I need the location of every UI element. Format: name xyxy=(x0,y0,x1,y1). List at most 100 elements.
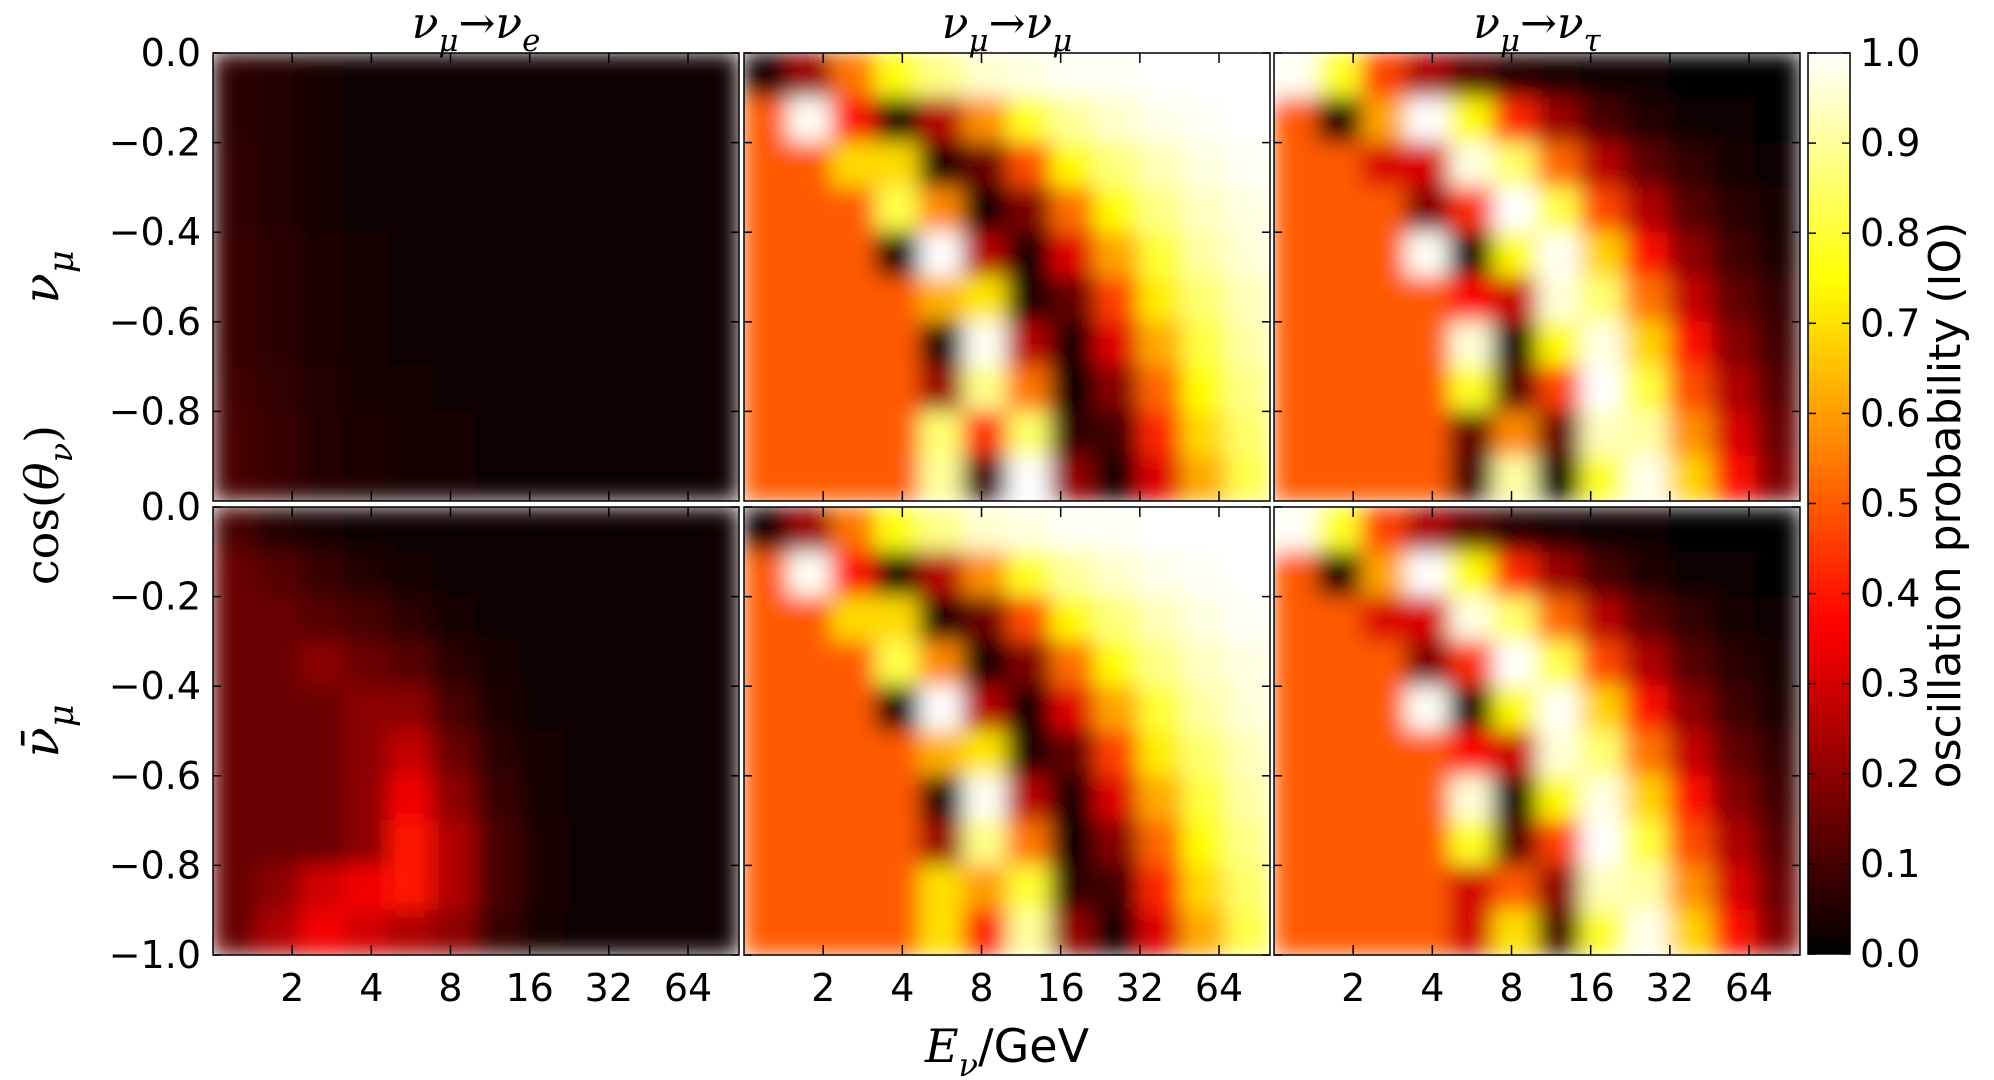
panel-frame xyxy=(212,506,740,956)
row-label: νμ​ xyxy=(12,250,82,303)
heatmap-cell xyxy=(831,366,876,412)
heatmap-cell xyxy=(256,97,302,144)
heatmap-cell xyxy=(650,551,696,598)
heatmap-cell xyxy=(1448,455,1494,501)
heatmap-cell xyxy=(1536,97,1582,144)
heatmap-cell xyxy=(1138,909,1183,955)
heatmap-cell xyxy=(1580,321,1626,368)
heatmap-cell xyxy=(1580,685,1626,732)
heatmap-cell xyxy=(344,53,389,99)
heatmap-cell xyxy=(1711,97,1757,144)
heatmap-cell xyxy=(519,775,565,822)
heatmap-cell xyxy=(650,909,696,955)
heatmap-cell xyxy=(431,410,477,457)
heatmap-cell xyxy=(1405,276,1450,323)
heatmap-cell xyxy=(256,186,302,233)
heatmap-cell xyxy=(1274,231,1319,278)
y-tick-label: −0.8 xyxy=(109,843,201,887)
heatmap-cell xyxy=(1138,455,1183,501)
heatmap-cell xyxy=(1274,864,1319,911)
x-tick-label: 32 xyxy=(1646,966,1694,1010)
heatmap-cell xyxy=(1668,231,1713,278)
heatmap-cell xyxy=(918,186,964,233)
heatmap-cell xyxy=(344,186,389,233)
math-subscript: ν xyxy=(42,443,80,463)
x-tick-label: 8 xyxy=(438,966,462,1010)
heatmap-cell xyxy=(1624,142,1669,188)
heatmap-cell xyxy=(918,53,964,99)
heatmap-cell xyxy=(1448,97,1494,144)
heatmap-cell xyxy=(962,366,1008,412)
heatmap-cell xyxy=(431,97,477,144)
x-tick-label: 2 xyxy=(280,966,304,1010)
math-subscript: μ xyxy=(969,23,989,59)
heatmap-cell xyxy=(1181,864,1227,911)
heatmap-cell xyxy=(1536,507,1582,553)
heatmap-cell xyxy=(1580,455,1626,501)
heatmap-cell xyxy=(650,231,696,278)
heatmap-cell xyxy=(1536,186,1582,233)
heatmap-cell xyxy=(1492,53,1538,99)
heatmap-cell xyxy=(256,366,302,412)
heatmap-cell xyxy=(213,640,258,687)
heatmap-cell xyxy=(387,142,433,188)
heatmap-cell xyxy=(1050,551,1096,598)
heatmap-cell xyxy=(1448,321,1494,368)
heatmap-cell xyxy=(1274,186,1319,233)
heatmap-cell xyxy=(1138,321,1183,368)
heatmap-cell xyxy=(1492,864,1538,911)
heatmap-cell xyxy=(1317,231,1363,278)
heatmap-cell xyxy=(387,640,433,687)
heatmap-cell xyxy=(1755,366,1800,412)
heatmap-cell xyxy=(1094,685,1139,732)
heatmap-cell xyxy=(1094,909,1139,955)
heatmap-cell xyxy=(1225,640,1270,687)
heatmap-cell xyxy=(650,685,696,732)
heatmap-cell xyxy=(1624,864,1669,911)
heatmap-cell xyxy=(519,186,565,233)
heatmap-cell xyxy=(1006,864,1052,911)
heatmap-cell xyxy=(1317,507,1363,553)
heatmap-cell xyxy=(475,231,521,278)
heatmap-cell xyxy=(431,276,477,323)
heatmap-cell xyxy=(650,455,696,501)
heatmap-cell xyxy=(519,142,565,188)
heatmap-cell xyxy=(650,186,696,233)
heatmap-cell xyxy=(1492,410,1538,457)
heatmap-cell xyxy=(1624,410,1669,457)
heatmap-cell xyxy=(1317,685,1363,732)
heatmap-cell xyxy=(256,455,302,501)
heatmap-cell xyxy=(787,231,833,278)
heatmap-cell xyxy=(831,820,876,866)
heatmap-cell xyxy=(300,321,345,368)
heatmap-cell xyxy=(300,186,345,233)
heatmap-cell xyxy=(1181,640,1227,687)
x-tick-label: 32 xyxy=(1116,966,1164,1010)
heatmap-cell xyxy=(607,410,652,457)
heatmap-cell xyxy=(1274,596,1319,642)
x-tick-label: 32 xyxy=(585,966,633,1010)
heatmap-cell xyxy=(1006,97,1052,144)
heatmap-cell xyxy=(1448,730,1494,777)
heatmap-cell xyxy=(1317,820,1363,866)
heatmap-cell xyxy=(475,53,521,99)
heatmap-cell xyxy=(475,507,521,553)
heatmap-cell xyxy=(1624,53,1669,99)
heatmap-cell xyxy=(1138,53,1183,99)
heatmap-cell xyxy=(1448,551,1494,598)
heatmap-cell xyxy=(831,321,876,368)
heatmap-cell xyxy=(1317,775,1363,822)
heatmap-cell xyxy=(787,410,833,457)
heatmap-cell xyxy=(918,640,964,687)
heatmap-cell xyxy=(1711,640,1757,687)
heatmap-cell xyxy=(1405,551,1450,598)
heatmap-cell xyxy=(213,596,258,642)
heatmap-cell xyxy=(1274,366,1319,412)
heatmap-cell xyxy=(387,97,433,144)
heatmap-cell xyxy=(519,640,565,687)
heatmap-cell xyxy=(1405,775,1450,822)
heatmap-cell xyxy=(1405,231,1450,278)
heatmap-cell xyxy=(300,596,345,642)
heatmap-cell xyxy=(875,97,920,144)
heatmap-cell xyxy=(387,53,433,99)
